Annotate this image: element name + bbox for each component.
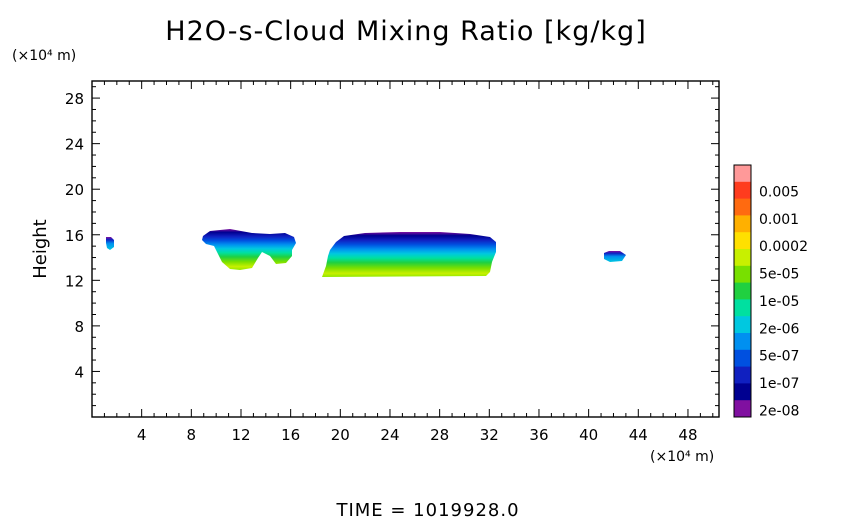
x-tick-label: 20 [331,426,350,444]
cloud-region-1 [106,237,114,250]
x-tick-label: 40 [579,426,598,444]
x-tick-label: 4 [137,426,147,444]
x-unit-label: (×10⁴ m) [650,449,714,465]
colorbar-label: 1e-05 [759,294,799,310]
colorbar-swatch [734,316,751,334]
chart-title: H2O-s-Cloud Mixing Ratio [kg/kg] [165,16,646,47]
colorbar-label: 0.0002 [759,239,808,255]
colorbar-swatch [734,333,751,351]
colorbar-label: 0.001 [759,212,799,228]
x-tick-label: 12 [231,426,250,444]
y-axis-label: Height [30,219,51,279]
x-tick-labels: 4 8 12 16 20 24 28 32 36 40 44 48 [137,426,698,444]
y-tick-label: 28 [65,90,84,108]
colorbar-swatch [734,181,751,200]
colorbar-swatch [734,349,751,368]
colorbar [733,164,752,418]
x-tick-label: 48 [678,426,697,444]
colorbar-swatch [734,265,751,284]
x-tick-label: 32 [480,426,499,444]
cloud-region-3 [322,232,496,277]
y-tick-label: 20 [65,181,84,199]
x-tick-label: 44 [629,426,648,444]
cloud-region-4 [604,251,626,262]
cloud-region-2 [202,229,296,270]
colorbar-label: 5e-05 [759,267,799,283]
colorbar-swatch [734,232,751,250]
colorbar-label: 1e-07 [759,376,799,392]
colorbar-swatch [734,282,751,300]
colorbar-swatch [734,366,751,384]
y-tick-labels: 4 8 12 16 20 24 28 [65,90,84,381]
colorbar-label: 2e-08 [759,404,799,420]
x-tick-label: 36 [529,426,548,444]
colorbar-label: 2e-06 [759,321,799,337]
time-label: TIME = 1019928.0 [335,500,519,519]
y-tick-label: 24 [65,136,84,154]
colorbar-labels: 0.005 0.001 0.0002 5e-05 1e-05 2e-06 5e-07 1e-0… [759,184,808,419]
x-tick-label: 8 [187,426,197,444]
colorbar-swatch [734,215,751,233]
colorbar-frame [733,164,752,418]
colorbar-swatch [734,198,751,216]
colorbar-swatch [734,383,751,401]
colorbar-swatch [734,165,751,183]
axis-ticks [92,81,719,417]
colorbar-swatch [734,299,751,317]
y-unit-label: (×10⁴ m) [12,48,76,64]
plot-frame [91,80,720,418]
y-tick-label: 16 [65,227,84,245]
x-tick-label: 28 [430,426,449,444]
colorbar-swatch [734,400,751,418]
y-tick-label: 12 [65,272,84,290]
x-tick-label: 16 [281,426,300,444]
colorbar-swatch [734,249,751,267]
y-tick-label: 8 [74,318,84,336]
y-tick-label: 4 [74,363,84,381]
colorbar-label: 0.005 [759,184,799,200]
colorbar-label: 5e-07 [759,349,799,365]
x-tick-label: 24 [380,426,399,444]
cloud-field [106,229,626,277]
